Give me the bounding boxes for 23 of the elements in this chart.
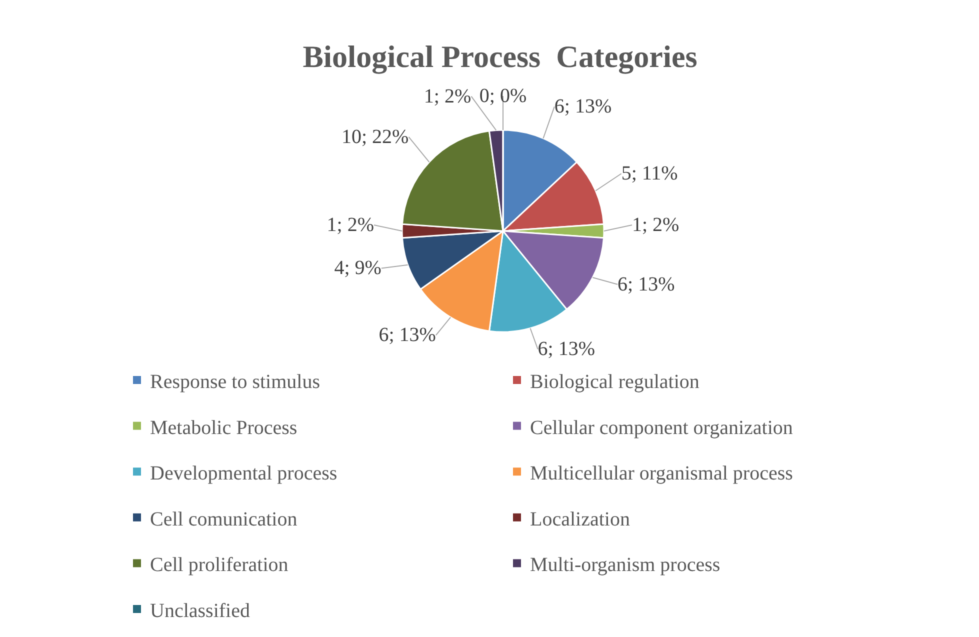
- data-label: 4; 9%: [334, 257, 382, 280]
- legend-label: Response to stimulus: [150, 371, 320, 393]
- data-label: 1; 2%: [424, 85, 472, 108]
- data-label: 1; 2%: [326, 214, 374, 236]
- data-label: 10; 22%: [342, 126, 409, 148]
- data-label: 6; 13%: [554, 96, 612, 118]
- text: 0; 0%: [479, 85, 527, 107]
- data-label: 6; 13%: [538, 338, 596, 360]
- legend-label: Multicellular organismal process: [530, 462, 794, 485]
- legend-label: Localization: [530, 508, 630, 530]
- legend-label: Metabolic Process: [150, 416, 298, 439]
- data-label: 6; 13%: [378, 324, 436, 346]
- legend-label: Biological regulation: [530, 371, 700, 393]
- legend-label: Unclassified: [150, 600, 250, 622]
- legend-label: Multi-organism process: [530, 554, 720, 576]
- legend-label: Cell proliferation: [150, 554, 288, 576]
- legend-label: Cell comunication: [150, 508, 298, 530]
- data-label: 6; 13%: [618, 273, 675, 296]
- data-label: 5; 11%: [621, 162, 678, 185]
- chart-title: Biological Process Categories: [302, 39, 698, 74]
- legend-label: Cellular component organization: [530, 416, 793, 439]
- data-label: 1; 2%: [632, 214, 680, 236]
- legend-label: Developmental process: [150, 462, 338, 485]
